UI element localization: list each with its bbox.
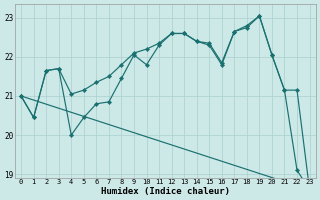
X-axis label: Humidex (Indice chaleur): Humidex (Indice chaleur) [101, 187, 230, 196]
